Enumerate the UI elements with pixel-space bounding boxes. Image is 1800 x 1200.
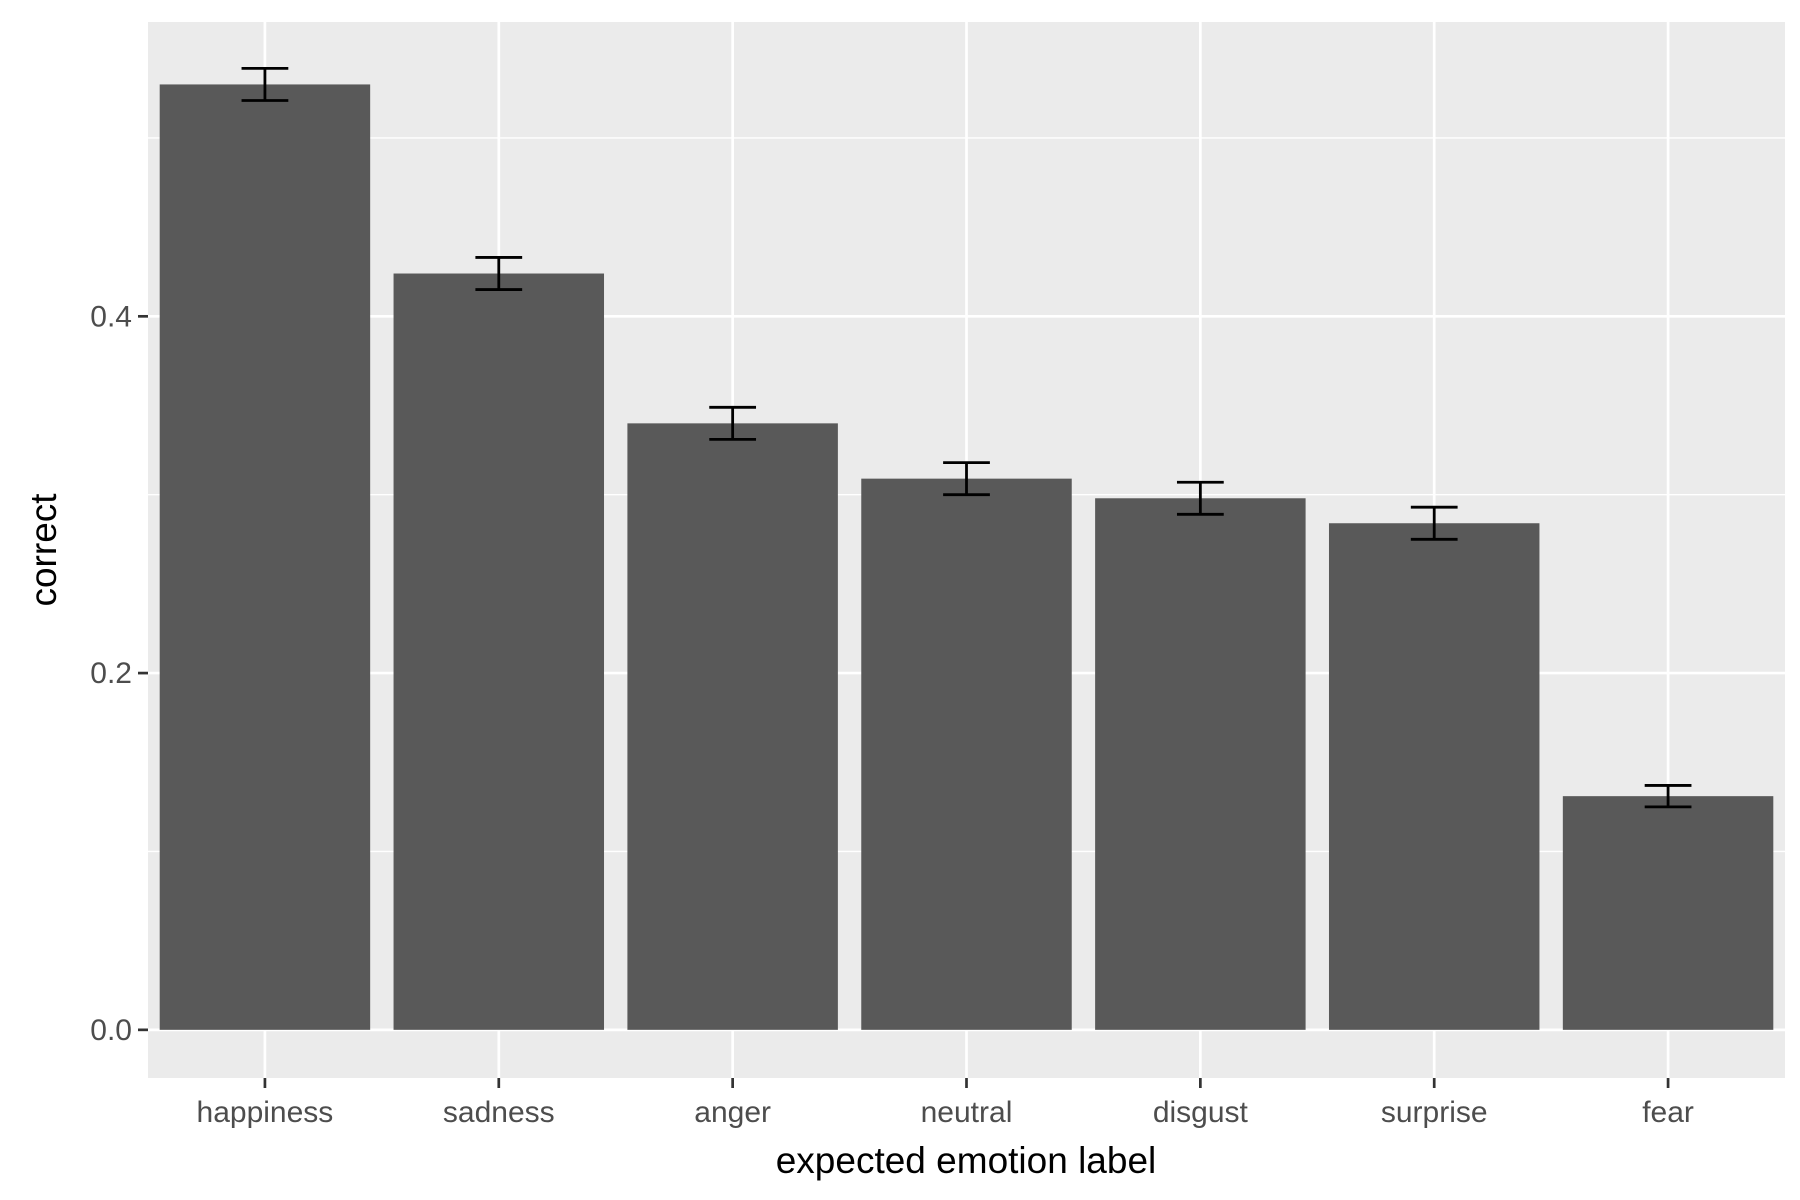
x-tick-label: sadness bbox=[443, 1096, 555, 1129]
y-axis-title: correct bbox=[23, 493, 64, 607]
bar-neutral bbox=[861, 478, 1072, 1030]
x-tick-label: happiness bbox=[197, 1096, 334, 1129]
y-tick-label: 0.0 bbox=[90, 1014, 132, 1047]
axes: 0.0 0.2 0.4 happiness sadness anger neutral dis… bbox=[90, 300, 1694, 1129]
x-tick-label: surprise bbox=[1381, 1096, 1488, 1129]
x-tick-label: fear bbox=[1642, 1096, 1694, 1129]
y-tick-label: 0.4 bbox=[90, 300, 132, 333]
x-tick-label: neutral bbox=[921, 1096, 1013, 1129]
bar-fear bbox=[1562, 796, 1774, 1030]
bars bbox=[159, 84, 1774, 1030]
error-bars bbox=[241, 66, 1692, 809]
bar-disgust bbox=[1095, 498, 1306, 1030]
x-axis-title: expected emotion label bbox=[776, 1140, 1157, 1181]
bar-happiness bbox=[159, 84, 371, 1030]
bar-sadness bbox=[393, 273, 605, 1030]
y-tick-label: 0.2 bbox=[90, 657, 132, 690]
bar-surprise bbox=[1328, 523, 1540, 1030]
bar-anger bbox=[627, 423, 838, 1030]
x-tick-label: anger bbox=[694, 1096, 771, 1129]
x-tick-label: disgust bbox=[1153, 1096, 1249, 1129]
